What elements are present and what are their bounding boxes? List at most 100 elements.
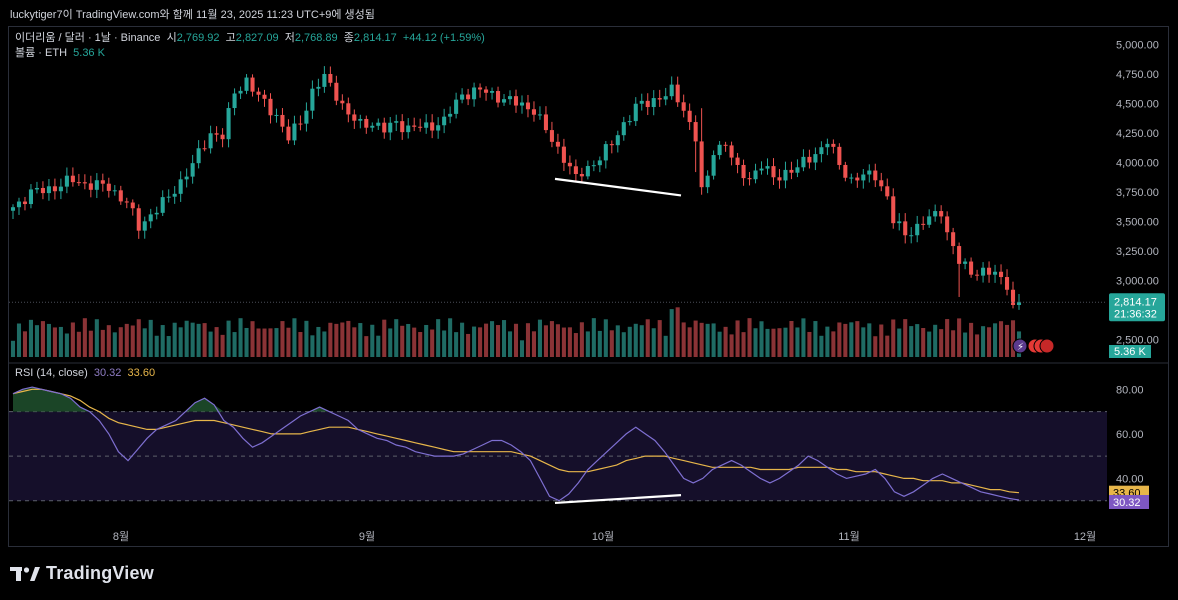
volume-bar xyxy=(340,322,345,357)
volume-bar xyxy=(741,332,746,357)
candle-body xyxy=(448,113,453,117)
volume-bar xyxy=(52,327,57,357)
candle-body xyxy=(519,102,525,106)
volume-bar xyxy=(879,324,884,357)
chart-canvas[interactable]: ⚡ 5,000.00 4,750.00 4,500.00 4,250.00 4,000.… xyxy=(9,27,1168,546)
candle-body xyxy=(633,103,638,122)
candle-body xyxy=(663,96,668,100)
volume-bar xyxy=(406,323,411,357)
volume-bar xyxy=(687,327,692,357)
volume-badge xyxy=(1109,345,1151,358)
volume-bar xyxy=(472,326,477,357)
volume-bar xyxy=(118,327,123,357)
volume-bar xyxy=(142,328,147,357)
volume-bar xyxy=(220,334,225,357)
volume-bar xyxy=(214,327,219,357)
volume-bar xyxy=(579,322,584,357)
rsi-tick-label: 60.00 xyxy=(1116,429,1144,441)
volume-bar xyxy=(783,327,788,357)
volume-bar xyxy=(58,326,63,357)
volume-bar xyxy=(10,340,16,357)
candle-body xyxy=(675,84,680,103)
price-tick-label: 4,500.00 xyxy=(1116,98,1159,110)
volume-bar xyxy=(957,318,962,357)
rsi-line xyxy=(12,386,1020,502)
volume-bar xyxy=(867,323,872,357)
candle-body xyxy=(603,144,608,161)
candle-body xyxy=(10,207,16,211)
volume-bar xyxy=(328,322,333,357)
volume-bar xyxy=(639,325,644,357)
volume-bar xyxy=(22,331,28,357)
candle-body xyxy=(190,163,195,177)
volume-bar xyxy=(825,326,830,357)
lightning-glyph: ⚡ xyxy=(1017,342,1024,353)
candle-body xyxy=(873,170,878,181)
volume-bar xyxy=(519,340,525,357)
volume-bar xyxy=(585,331,590,357)
volume-bar xyxy=(334,323,339,357)
candle-body xyxy=(148,214,153,222)
candle-body xyxy=(921,223,926,225)
candle-body xyxy=(993,271,998,275)
candle-body xyxy=(998,271,1004,278)
candle-body xyxy=(70,175,75,183)
candle-body xyxy=(573,166,578,175)
volume-bar xyxy=(951,330,956,357)
rsi-label[interactable]: RSI (14, close) xyxy=(15,367,88,379)
volume-bar xyxy=(370,324,375,357)
volume-bar xyxy=(178,327,183,357)
candle-body xyxy=(747,178,752,180)
candle-body xyxy=(226,108,231,140)
candle-body xyxy=(765,166,770,169)
volume-bar xyxy=(945,319,950,357)
candle-body xyxy=(831,143,836,147)
candle-body xyxy=(687,110,692,123)
volume-bar xyxy=(759,321,764,357)
volume-bar xyxy=(250,321,255,357)
candle-body xyxy=(184,176,189,180)
high-value: 2,827.09 xyxy=(235,32,279,44)
volume-bar xyxy=(388,328,393,357)
volume-bar xyxy=(484,323,489,357)
candle-body xyxy=(843,164,848,178)
volume-bar xyxy=(124,323,129,357)
candle-body xyxy=(64,175,69,187)
volume-bar xyxy=(1010,320,1016,357)
candle-body xyxy=(16,201,22,208)
candle-body xyxy=(579,174,584,177)
candle-body xyxy=(951,232,956,247)
candle-body xyxy=(615,135,620,146)
candle-body xyxy=(531,109,537,115)
candle-body xyxy=(238,90,243,94)
candle-body xyxy=(1004,277,1010,290)
volume-bar xyxy=(136,319,141,357)
volume-bar xyxy=(190,322,195,357)
volume-bar xyxy=(903,319,908,357)
volume-bar xyxy=(591,318,596,357)
candle-body xyxy=(298,123,303,125)
candle-body xyxy=(178,179,183,194)
time-tick-label: 9월 xyxy=(359,530,375,543)
volume-label[interactable]: 볼륨 · ETH xyxy=(15,47,68,59)
volume-bar xyxy=(525,323,531,357)
candle-body xyxy=(112,190,117,192)
price-countdown: 21:36:32 xyxy=(1114,308,1157,320)
symbol-title[interactable]: 이더리움 / 달러 · 1날 · Binance xyxy=(15,32,161,44)
candle-body xyxy=(639,100,644,104)
volume-bar xyxy=(735,320,740,357)
volume-bar xyxy=(412,327,417,357)
volume-bar xyxy=(573,333,578,357)
volume-bar xyxy=(352,327,357,357)
chart-frame[interactable]: ⚡ 5,000.00 4,750.00 4,500.00 4,250.00 4,000.… xyxy=(8,26,1169,547)
volume-bar xyxy=(148,319,153,357)
volume-bar xyxy=(244,327,249,357)
volume-bar xyxy=(831,331,836,357)
candle-body xyxy=(208,133,213,149)
volume-bar xyxy=(226,320,231,357)
candle-body xyxy=(94,180,99,190)
candle-body xyxy=(957,246,962,264)
candle-body xyxy=(292,123,297,141)
candle-body xyxy=(927,216,932,225)
candle-body xyxy=(160,197,165,213)
